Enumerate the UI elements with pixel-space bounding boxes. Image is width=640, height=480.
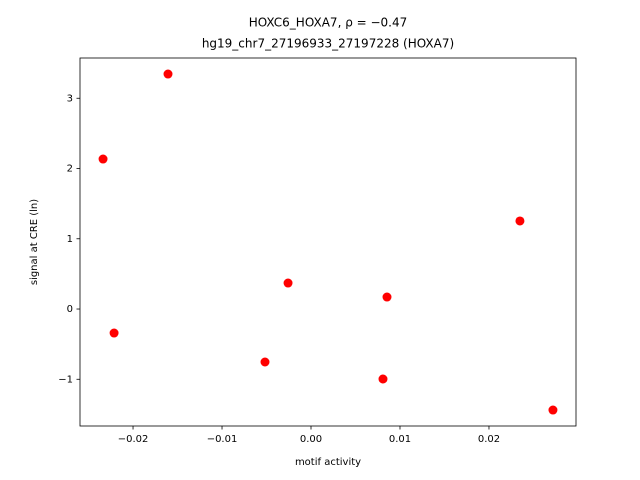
- chart-title: HOXC6_HOXA7, ρ = −0.47: [249, 16, 408, 30]
- y-tick-label: 2: [67, 164, 73, 175]
- point: [548, 405, 558, 415]
- y-tick-label: 0: [67, 304, 73, 315]
- point: [378, 374, 388, 384]
- x-tick-label: −0.02: [118, 434, 149, 445]
- x-tick-label: −0.01: [207, 434, 238, 445]
- point: [515, 216, 525, 226]
- chart-subtitle: hg19_chr7_27196933_27197228 (HOXA7): [202, 37, 454, 51]
- point: [260, 357, 270, 367]
- plot-frame: [79, 57, 577, 427]
- x-tick-label: 0.00: [300, 434, 322, 445]
- point: [163, 69, 173, 79]
- point: [382, 292, 392, 302]
- x-tick-label: 0.01: [389, 434, 411, 445]
- x-axis-label: motif activity: [295, 457, 361, 468]
- x-tick-label: 0.02: [478, 434, 500, 445]
- point: [283, 278, 293, 288]
- point: [109, 328, 119, 338]
- point: [98, 154, 108, 164]
- y-tick-label: 3: [67, 93, 73, 104]
- y-tick-label: 1: [67, 234, 73, 245]
- y-axis-label: signal at CRE (ln): [29, 199, 40, 285]
- y-tick-label: −1: [58, 374, 73, 385]
